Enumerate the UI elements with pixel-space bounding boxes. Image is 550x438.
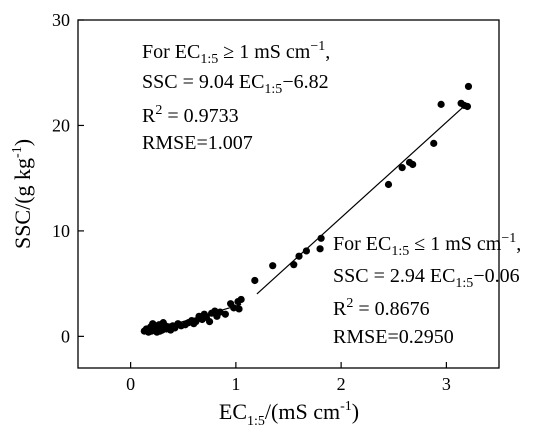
data-point bbox=[290, 261, 298, 269]
data-points bbox=[140, 82, 473, 336]
data-point bbox=[430, 139, 438, 147]
x-tick-label: 3 bbox=[442, 374, 451, 394]
data-point bbox=[251, 276, 259, 285]
annotation-upper-fit: For EC1:5 ≥ 1 mS cm−1, SSC = 9.04 EC1:5−… bbox=[142, 39, 330, 154]
x-tick-label: 0 bbox=[126, 374, 135, 394]
data-point bbox=[237, 295, 245, 304]
annotation-lower-fit: For EC1:5 ≤ 1 mS cm−1, SSC = 2.94 EC1:5−… bbox=[333, 231, 521, 348]
annotation-upper-line4: RMSE=1.007 bbox=[142, 132, 253, 154]
annotation-lower-line2: SSC = 2.94 EC1:5−0.06 bbox=[333, 265, 520, 291]
annotation-upper-line1: For EC1:5 ≥ 1 mS cm−1, bbox=[142, 39, 330, 67]
data-point bbox=[409, 160, 417, 169]
data-point bbox=[221, 310, 229, 318]
annotation-lower-line4: RMSE=0.2950 bbox=[333, 326, 454, 348]
data-point bbox=[317, 234, 325, 242]
x-tick-label: 2 bbox=[337, 374, 346, 394]
data-point bbox=[235, 305, 243, 313]
data-point bbox=[302, 247, 310, 255]
annotation-lower-line1: For EC1:5 ≤ 1 mS cm−1, bbox=[333, 231, 521, 259]
x-axis-ticks: 0 1 2 3 bbox=[126, 362, 451, 394]
annotation-lower-line3: R2 = 0.8676 bbox=[333, 296, 430, 320]
y-tick-label: 10 bbox=[52, 221, 70, 241]
data-point bbox=[464, 82, 473, 91]
y-tick-label: 20 bbox=[52, 115, 70, 135]
data-point bbox=[269, 262, 277, 270]
data-point bbox=[192, 318, 200, 326]
data-point bbox=[384, 180, 393, 189]
y-tick-label: 0 bbox=[61, 326, 70, 346]
x-axis-label: EC1:5/(mS cm-1) bbox=[219, 399, 359, 429]
data-point bbox=[398, 164, 406, 172]
data-point bbox=[295, 252, 303, 260]
plot-frame bbox=[77, 19, 500, 369]
annotation-upper-line3: R2 = 0.9733 bbox=[142, 103, 239, 127]
y-axis-ticks: 0 10 20 30 bbox=[52, 10, 84, 346]
y-axis-label: SSC/(g kg-1) bbox=[10, 139, 35, 249]
annotation-upper-line2: SSC = 9.04 EC1:5−6.82 bbox=[142, 71, 329, 97]
data-point bbox=[463, 102, 472, 111]
data-point bbox=[205, 318, 214, 326]
x-tick-label: 1 bbox=[231, 374, 240, 394]
data-point bbox=[437, 100, 445, 108]
data-point bbox=[316, 245, 324, 253]
y-tick-label: 30 bbox=[52, 10, 70, 30]
